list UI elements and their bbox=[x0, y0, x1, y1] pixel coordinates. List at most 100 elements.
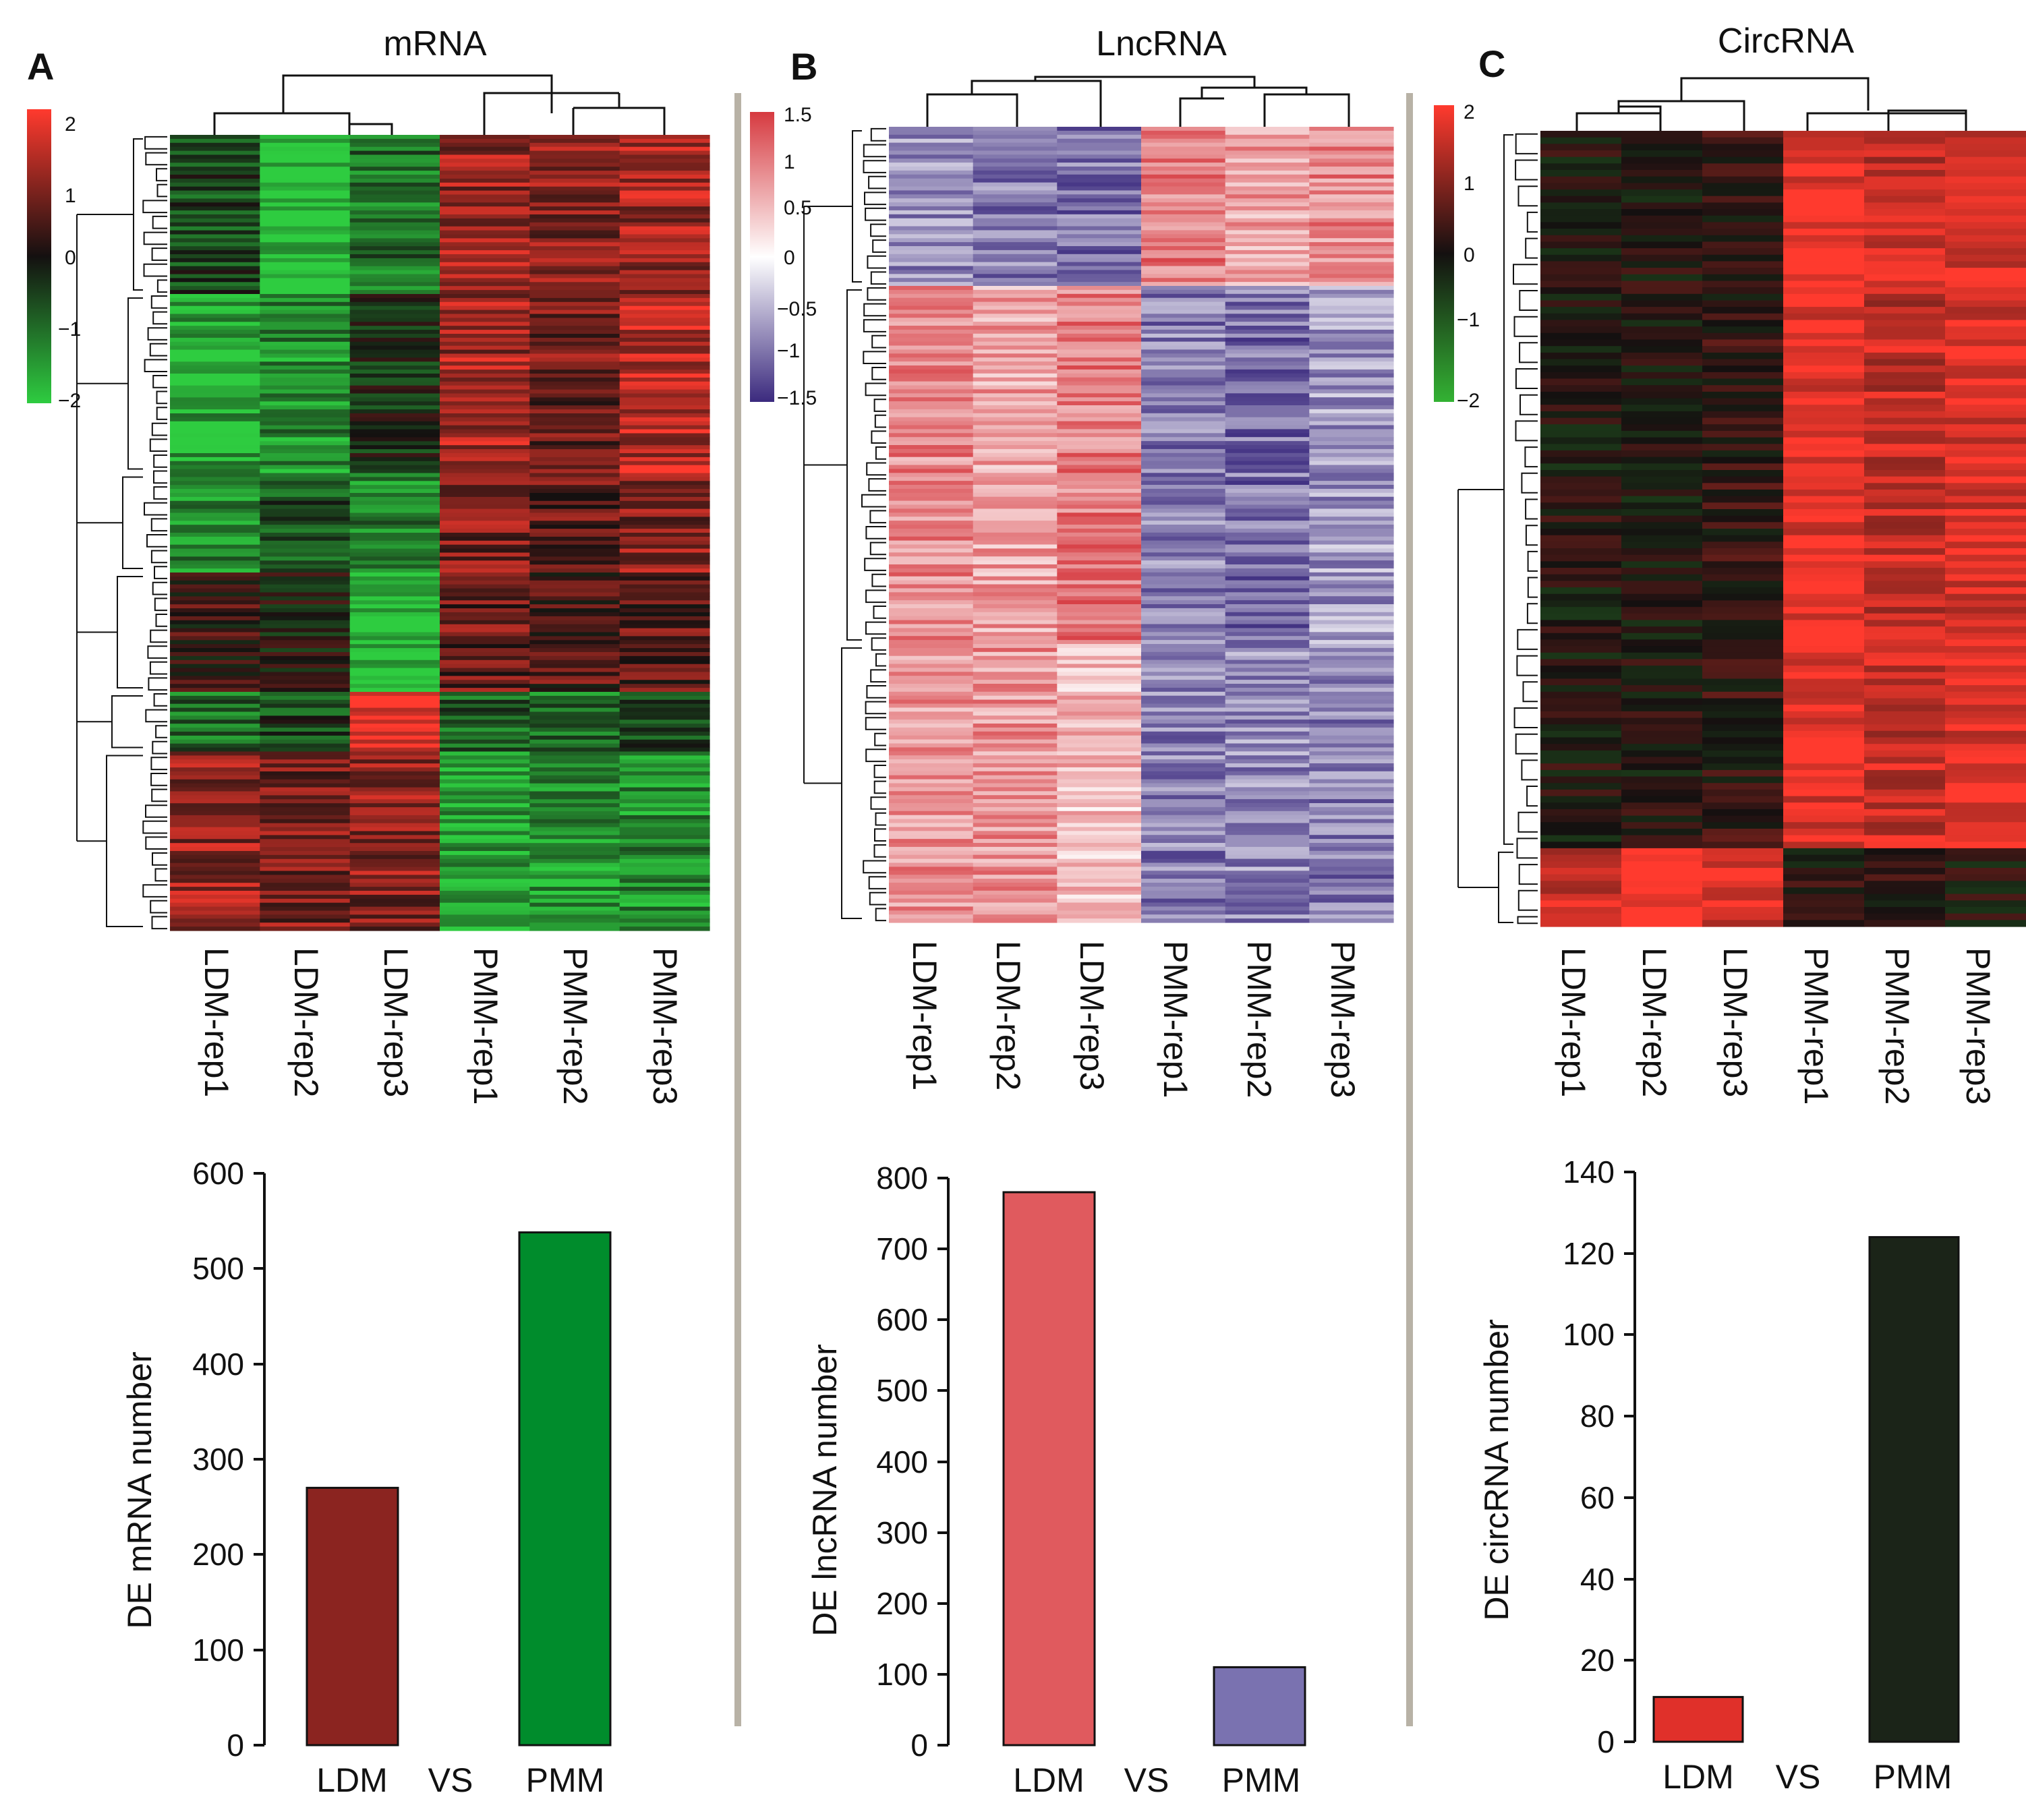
heatmap-cell bbox=[260, 154, 351, 159]
heatmap-cell bbox=[260, 803, 351, 808]
heatmap-cell bbox=[889, 365, 974, 370]
heatmap-cell bbox=[1702, 502, 1784, 510]
heatmap-cell bbox=[529, 477, 620, 481]
heatmap-cell bbox=[260, 496, 351, 502]
heatmap-cell bbox=[349, 421, 440, 426]
heatmap-cell bbox=[889, 230, 974, 235]
heatmap-cell bbox=[1702, 229, 1784, 236]
heatmap-cell bbox=[1057, 620, 1142, 625]
heatmap-cell bbox=[170, 735, 260, 740]
heatmap-cell bbox=[1309, 297, 1394, 303]
heatmap-cell bbox=[973, 811, 1058, 816]
y-tick-label: 700 bbox=[876, 1231, 928, 1266]
color-scale-bar-circrna bbox=[1434, 105, 1454, 402]
heatmap-cell bbox=[619, 819, 710, 824]
heatmap-cell bbox=[529, 465, 620, 470]
heatmap-cell bbox=[529, 150, 620, 156]
heatmap-cell bbox=[529, 441, 620, 446]
heatmap-cell bbox=[529, 146, 620, 152]
heatmap-cell bbox=[1309, 369, 1394, 374]
heatmap-cell bbox=[1309, 711, 1394, 716]
heatmap-cell bbox=[1702, 352, 1784, 360]
heatmap-cell bbox=[1309, 286, 1394, 291]
heatmap-cell bbox=[440, 747, 530, 753]
heatmap-cell bbox=[170, 266, 260, 271]
heatmap-cell bbox=[1783, 893, 1865, 901]
heatmap-cell bbox=[619, 608, 710, 613]
heatmap-cell bbox=[170, 803, 260, 808]
heatmap-cell bbox=[529, 238, 620, 243]
heatmap-cell bbox=[349, 175, 440, 179]
heatmap-cell bbox=[619, 751, 710, 756]
heatmap-cell bbox=[260, 592, 351, 597]
heatmap-cell bbox=[170, 858, 260, 864]
heatmap-cell bbox=[529, 214, 620, 219]
heatmap-cell bbox=[440, 337, 530, 343]
heatmap-cell bbox=[1057, 329, 1142, 334]
heatmap-cell bbox=[260, 775, 351, 780]
heatmap-cell bbox=[1783, 496, 1865, 503]
heatmap-cell bbox=[349, 445, 440, 450]
heatmap-cell bbox=[973, 616, 1058, 621]
heatmap-cell bbox=[1621, 913, 1703, 920]
heatmap-cell bbox=[1225, 206, 1310, 211]
heatmap-cell bbox=[349, 867, 440, 872]
heatmap-cell bbox=[1309, 699, 1394, 705]
heatmap-cell bbox=[260, 847, 351, 852]
heatmap-cell bbox=[973, 628, 1058, 633]
heatmap-cell bbox=[1141, 286, 1226, 291]
heatmap-cell bbox=[1309, 238, 1394, 243]
heatmap-cell bbox=[349, 664, 440, 669]
heatmap-cell bbox=[1540, 470, 1622, 477]
heatmap-cell bbox=[440, 266, 530, 271]
heatmap-cell bbox=[440, 194, 530, 199]
heatmap-cell bbox=[349, 397, 440, 402]
heatmap-cell bbox=[973, 242, 1058, 247]
heatmap-cell bbox=[1621, 215, 1703, 223]
heatmap-cell bbox=[170, 437, 260, 442]
heatmap-cell bbox=[619, 485, 710, 490]
heatmap-cell bbox=[529, 178, 620, 183]
heatmap-cell bbox=[889, 819, 974, 824]
heatmap-cell bbox=[529, 341, 620, 347]
heatmap-cell bbox=[529, 600, 620, 605]
heatmap-cell bbox=[1702, 789, 1784, 797]
heatmap-cell bbox=[619, 887, 710, 891]
heatmap-cell bbox=[349, 644, 440, 649]
heatmap-cell bbox=[1702, 131, 1784, 138]
heatmap-cell bbox=[1225, 560, 1310, 565]
heatmap-cell bbox=[1945, 626, 2026, 634]
row-dendrogram-branch bbox=[863, 144, 886, 158]
heatmap-cell bbox=[1057, 720, 1142, 724]
heatmap-cell bbox=[1141, 488, 1226, 494]
heatmap-cell bbox=[1540, 796, 1622, 803]
heatmap-cell bbox=[1783, 822, 1865, 829]
heatmap-cell bbox=[170, 186, 260, 192]
heatmap-cell bbox=[973, 699, 1058, 705]
heatmap-cell bbox=[260, 588, 351, 593]
heatmap-cell bbox=[1057, 377, 1142, 382]
heatmap-cell bbox=[1864, 359, 1946, 366]
column-dendrogram-branch bbox=[483, 92, 619, 135]
heatmap-cell bbox=[619, 150, 710, 156]
heatmap-cell bbox=[529, 294, 620, 299]
heatmap-cell bbox=[349, 560, 440, 565]
heatmap-cell bbox=[889, 262, 974, 267]
heatmap-cell bbox=[1309, 735, 1394, 740]
heatmap-cell bbox=[1945, 854, 2026, 862]
heatmap-cell bbox=[1309, 485, 1394, 490]
heatmap-cell bbox=[1540, 705, 1622, 712]
heatmap-cell bbox=[440, 584, 530, 589]
heatmap-cell bbox=[349, 724, 440, 728]
heatmap-cell bbox=[1309, 142, 1394, 148]
heatmap-cell bbox=[529, 751, 620, 756]
heatmap-cell bbox=[619, 393, 710, 398]
heatmap-cell bbox=[619, 648, 710, 653]
heatmap-cell bbox=[440, 827, 530, 832]
heatmap-cell bbox=[1141, 898, 1226, 904]
heatmap-cell bbox=[1057, 345, 1142, 350]
heatmap-cell bbox=[1225, 902, 1310, 907]
heatmap-cell bbox=[1057, 194, 1142, 199]
heatmap-cell bbox=[260, 644, 351, 649]
heatmap-cell bbox=[973, 584, 1058, 589]
